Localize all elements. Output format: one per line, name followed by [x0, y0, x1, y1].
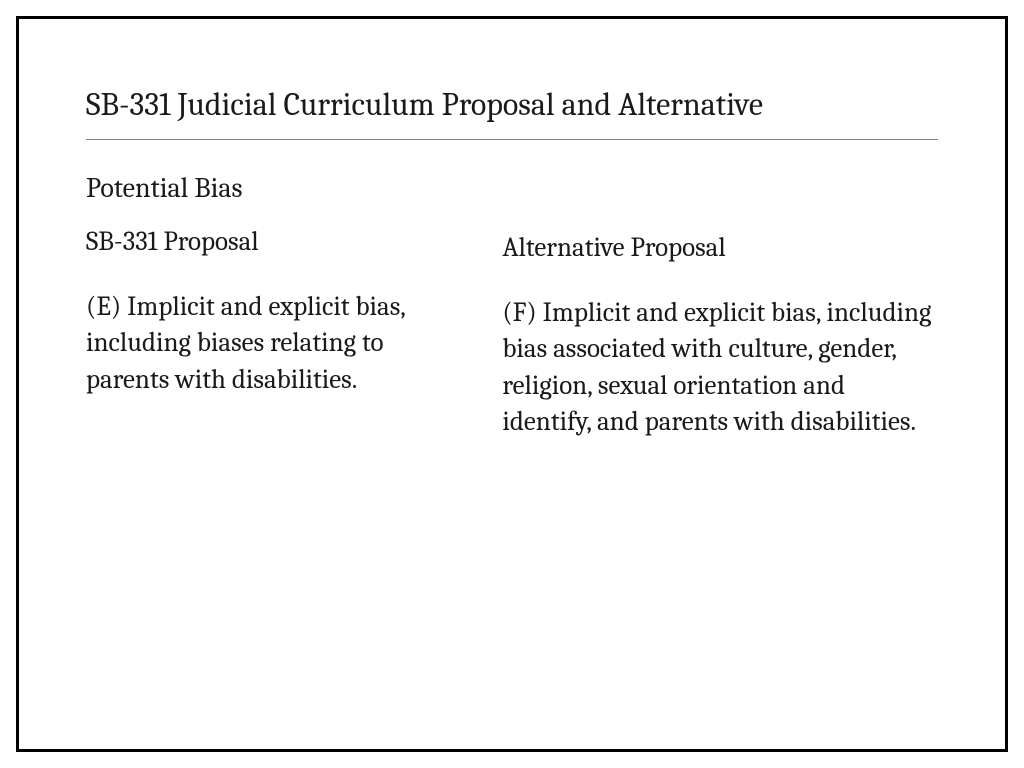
- left-column-body: (E) Implicit and explicit bias, includin…: [86, 289, 452, 398]
- slide-content: SB-331 Judicial Curriculum Proposal and …: [16, 16, 1008, 752]
- comparison-columns: SB-331 Proposal (E) Implicit and explici…: [86, 226, 938, 441]
- right-column-heading: Alternative Proposal: [502, 232, 938, 263]
- right-column: Alternative Proposal (F) Implicit and ex…: [502, 226, 938, 441]
- section-heading: Potential Bias: [86, 172, 938, 204]
- left-column-heading: SB-331 Proposal: [86, 226, 452, 257]
- left-column: SB-331 Proposal (E) Implicit and explici…: [86, 226, 452, 441]
- right-column-body: (F) Implicit and explicit bias, includin…: [502, 295, 938, 441]
- slide-title: SB-331 Judicial Curriculum Proposal and …: [86, 86, 938, 140]
